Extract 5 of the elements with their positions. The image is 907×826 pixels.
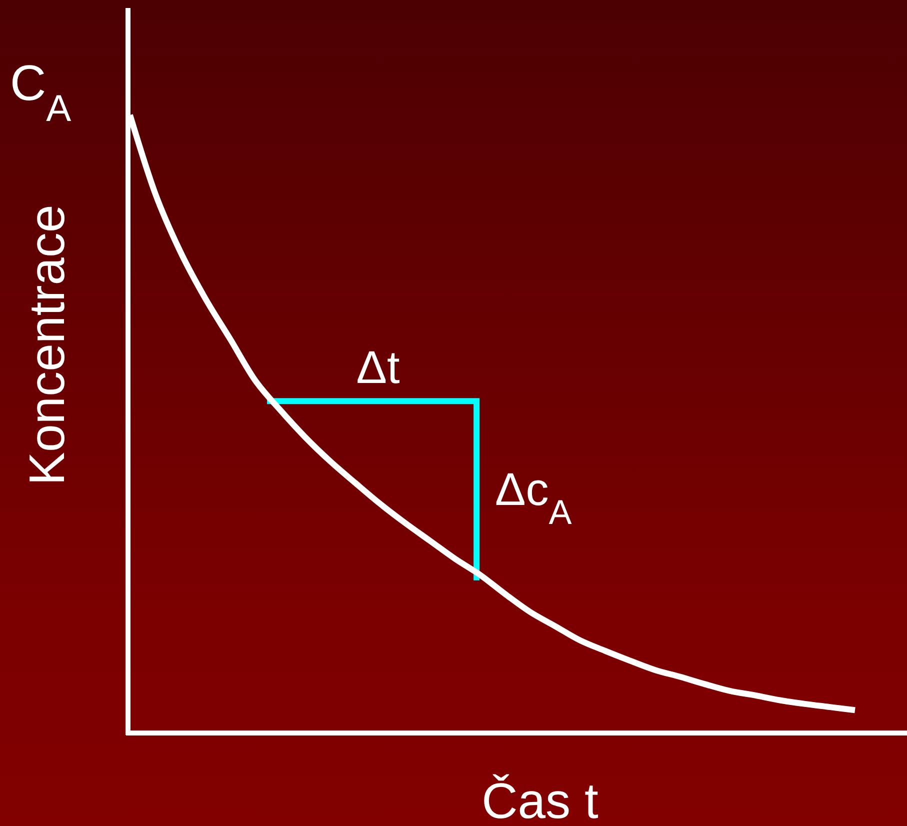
annotation: Δc$_{A}$ [495, 463, 572, 532]
x-axis-title: Čas t [482, 773, 598, 826]
annotation: Δt [356, 341, 400, 393]
text: C$_{A}$ [10, 55, 72, 129]
y-axis-title: Koncentrace [19, 204, 75, 486]
